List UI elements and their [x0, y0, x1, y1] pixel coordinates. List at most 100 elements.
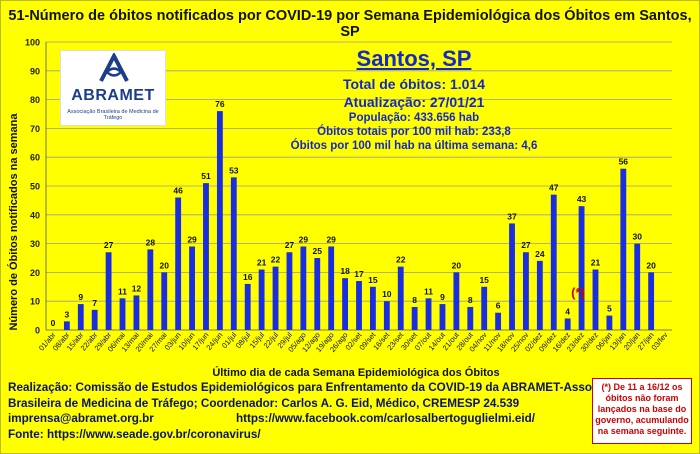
value-label: 30 [632, 232, 642, 242]
bar [620, 168, 627, 330]
value-label: 21 [257, 258, 267, 268]
x-axis-label: Último dia de cada Semana Epidemiológica… [212, 366, 499, 379]
bar [91, 309, 98, 330]
value-label: 7 [92, 298, 97, 308]
bar [634, 243, 641, 330]
footer-source: Fonte: https://www.seade.gov.br/coronavi… [8, 427, 261, 441]
value-label: 4 [565, 306, 570, 316]
value-label: 12 [132, 283, 142, 293]
y-tick-label: 20 [30, 268, 40, 278]
bar [411, 306, 418, 330]
bar [216, 111, 223, 331]
value-label: 27 [285, 240, 295, 250]
value-label: 37 [507, 211, 517, 221]
bar [286, 252, 293, 330]
bar [230, 177, 237, 330]
bar [300, 246, 307, 330]
footnote-box: (*) De 11 a 16/12 os óbitos não foram la… [592, 378, 692, 444]
y-tick-label: 50 [30, 182, 40, 192]
asterisk-marker: (*) [571, 285, 585, 300]
bar [481, 286, 488, 330]
value-label: 8 [468, 295, 473, 305]
value-label: 18 [340, 266, 350, 276]
x-tick-labels: 01/abr08/abr15/abr22/abr29/abr06/mai13/m… [37, 330, 670, 354]
value-label: 11 [118, 286, 127, 296]
total-deaths: Total de óbitos: 1.014 [342, 76, 486, 92]
value-label: 9 [440, 292, 445, 302]
bar [328, 246, 335, 330]
x-tick-label: 03/fev [650, 330, 670, 352]
value-label: 29 [187, 234, 197, 244]
rate-total: Óbitos totais por 100 mil hab: 233,8 [317, 126, 511, 138]
bar [119, 298, 126, 330]
value-label: 20 [160, 260, 170, 270]
bar [314, 258, 321, 330]
y-tick-label: 30 [30, 239, 40, 249]
footer-line-1: Realização: Comissão de Estudos Epidemio… [8, 381, 629, 394]
value-label: 22 [396, 255, 406, 265]
abramet-logo: ABRAMET Associação Brasileira de Medicin… [60, 50, 166, 126]
value-label: 28 [146, 237, 156, 247]
value-label: 17 [354, 269, 364, 279]
logo-subtitle: Associação Brasileira de Medicina de Trá… [67, 109, 159, 121]
bar [369, 286, 376, 330]
y-tick-label: 40 [30, 210, 40, 220]
value-label: 24 [535, 249, 545, 259]
value-label: 47 [549, 183, 559, 193]
bar [397, 266, 404, 330]
bar [509, 223, 515, 330]
bar [592, 269, 599, 330]
y-tick-label: 60 [30, 153, 40, 163]
footer: Realização: Comissão de Estudos Epidemio… [8, 380, 629, 442]
value-label: 5 [607, 304, 612, 314]
bars [63, 111, 655, 331]
value-label: 56 [619, 157, 629, 167]
value-label: 27 [104, 240, 114, 250]
value-label: 10 [382, 289, 392, 299]
bar [63, 321, 70, 330]
bar [523, 252, 529, 330]
bar [453, 272, 460, 330]
y-axis-label: Número de Óbitos notificados na semana [7, 113, 20, 331]
y-tick-label: 0 [35, 326, 40, 336]
bar [77, 304, 84, 330]
value-label: 9 [78, 292, 83, 302]
bar [467, 306, 474, 330]
value-label: 0 [51, 318, 56, 328]
bar [342, 278, 349, 330]
value-label: 51 [201, 171, 211, 181]
value-label: 22 [271, 255, 281, 265]
footer-email-link[interactable]: imprensa@abramet.org.br [8, 412, 154, 425]
bar [536, 260, 543, 330]
city-name: Santos, SP [356, 46, 472, 71]
bar [425, 298, 432, 330]
bar [383, 301, 390, 330]
y-tick-label: 10 [30, 297, 40, 307]
value-label: 20 [452, 260, 462, 270]
bar [133, 295, 140, 330]
bar [161, 272, 168, 330]
bar [272, 266, 279, 330]
value-label: 16 [243, 272, 253, 282]
value-label: 46 [173, 186, 183, 196]
bar [175, 197, 182, 330]
y-tick-label: 100 [25, 38, 40, 48]
value-label: 6 [496, 301, 501, 311]
value-label: 27 [521, 240, 531, 250]
value-label: 8 [412, 295, 417, 305]
chart-title: 51-Número de óbitos notificados por COVI… [8, 8, 692, 40]
y-tick-label: 70 [30, 124, 40, 134]
value-label: 20 [646, 260, 656, 270]
update-date: Atualização: 27/01/21 [343, 94, 485, 110]
summary-box: Santos, SP Total de óbitos: 1.014 Atuali… [264, 46, 564, 152]
value-label: 3 [64, 309, 69, 319]
footer-facebook-link[interactable]: https://www.facebook.com/carlosalbertogu… [236, 412, 535, 425]
value-label: 21 [591, 258, 601, 268]
bar [105, 252, 112, 330]
value-label: 25 [313, 246, 323, 256]
bar [203, 183, 209, 330]
value-label: 53 [229, 165, 239, 175]
bar [550, 194, 557, 330]
